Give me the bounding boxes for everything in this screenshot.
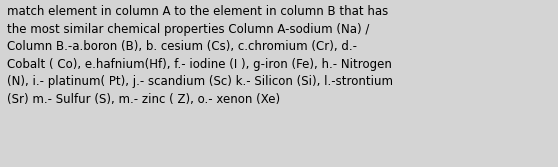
Text: match element in column A to the element in column B that has
the most similar c: match element in column A to the element… (7, 5, 393, 106)
